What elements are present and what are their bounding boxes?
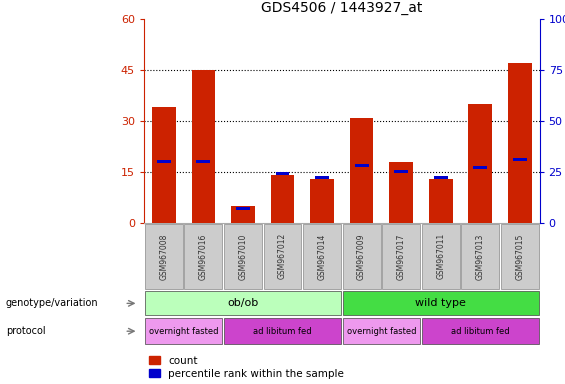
Bar [421, 318, 539, 344]
Bar [152, 108, 176, 223]
Bar [434, 176, 447, 179]
Bar [421, 224, 460, 289]
Bar [184, 224, 223, 289]
Bar [236, 207, 250, 210]
Text: GSM967015: GSM967015 [515, 233, 524, 280]
Text: GSM967012: GSM967012 [278, 233, 287, 280]
Bar [468, 104, 492, 223]
Bar [513, 158, 527, 161]
Bar [508, 63, 532, 223]
Bar [231, 206, 255, 223]
Bar [382, 224, 420, 289]
Text: GSM967008: GSM967008 [159, 233, 168, 280]
Bar [197, 160, 210, 163]
Bar [473, 166, 487, 169]
Text: ad libitum fed: ad libitum fed [253, 327, 312, 336]
Text: GSM967014: GSM967014 [318, 233, 327, 280]
Text: GSM967009: GSM967009 [357, 233, 366, 280]
Text: wild type: wild type [415, 298, 466, 308]
Bar [342, 291, 539, 316]
Bar [224, 224, 262, 289]
Text: ob/ob: ob/ob [227, 298, 259, 308]
Text: GSM967011: GSM967011 [436, 233, 445, 280]
Bar [342, 224, 381, 289]
Bar [315, 176, 329, 179]
Bar [224, 318, 341, 344]
Bar [145, 318, 223, 344]
Bar [192, 70, 215, 223]
Bar [303, 224, 341, 289]
Text: overnight fasted: overnight fasted [346, 327, 416, 336]
Legend: count, percentile rank within the sample: count, percentile rank within the sample [149, 356, 344, 379]
Bar [145, 291, 341, 316]
Bar [350, 118, 373, 223]
Text: genotype/variation: genotype/variation [6, 298, 98, 308]
Bar [263, 224, 302, 289]
Bar [501, 224, 539, 289]
Text: GSM967017: GSM967017 [397, 233, 406, 280]
Bar [389, 162, 413, 223]
Text: GSM967016: GSM967016 [199, 233, 208, 280]
Text: protocol: protocol [6, 326, 45, 336]
Bar [145, 224, 183, 289]
Bar [461, 224, 499, 289]
Bar [271, 175, 294, 223]
Bar [342, 318, 420, 344]
Text: GSM967010: GSM967010 [238, 233, 247, 280]
Bar [310, 179, 334, 223]
Bar [276, 172, 289, 175]
Title: GDS4506 / 1443927_at: GDS4506 / 1443927_at [261, 2, 423, 15]
Bar [355, 164, 368, 167]
Bar [394, 170, 408, 173]
Bar [157, 160, 171, 163]
Text: overnight fasted: overnight fasted [149, 327, 219, 336]
Bar [429, 179, 453, 223]
Text: GSM967013: GSM967013 [476, 233, 485, 280]
Text: ad libitum fed: ad libitum fed [451, 327, 510, 336]
